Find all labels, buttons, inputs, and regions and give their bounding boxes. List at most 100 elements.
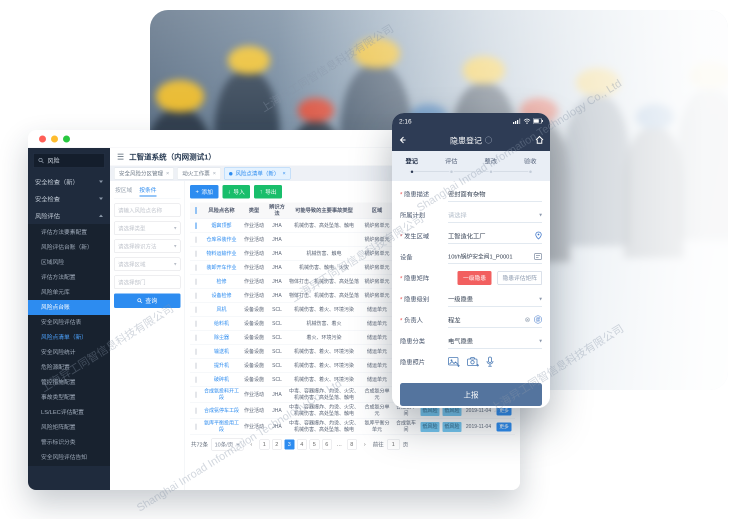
sidebar-item[interactable]: 评估方法配置 (41, 274, 76, 281)
risk-point-link[interactable]: 氨库平衡投用工段 (204, 420, 239, 433)
row-checkbox[interactable] (195, 348, 197, 355)
page-number-button[interactable]: 1 (259, 439, 270, 450)
more-button[interactable]: 更多 (496, 406, 512, 416)
import-button[interactable]: ↓ 导入 (222, 185, 251, 199)
method-select[interactable]: 请选择辨识方法 (114, 239, 181, 253)
filter-tab[interactable]: 按区域 (115, 187, 133, 194)
row-checkbox[interactable] (195, 423, 197, 430)
row-checkbox[interactable] (195, 250, 197, 257)
add-button[interactable]: + 添加 (190, 185, 219, 199)
query-button[interactable]: 查询 (114, 293, 181, 308)
risk-name-input[interactable]: 请输入风险点名称 (114, 203, 181, 217)
risk-point-link[interactable]: 输送机 (214, 348, 229, 355)
row-checkbox[interactable] (195, 334, 197, 341)
sidebar-item[interactable]: 危险源配置 (41, 364, 70, 371)
row-checkbox[interactable] (195, 306, 197, 313)
step-label[interactable]: 登记 (405, 158, 418, 165)
filter-tab[interactable]: 按条件 (139, 186, 157, 197)
close-tab-icon[interactable] (166, 171, 169, 177)
page-number-button[interactable]: 8 (346, 439, 357, 450)
row-checkbox[interactable] (195, 362, 197, 369)
page-number-button[interactable]: 6 (321, 439, 332, 450)
page-tab[interactable]: 风险点清单（新） (223, 167, 291, 180)
sidebar-item[interactable]: 安全风险评估表 (41, 319, 82, 326)
goto-page-input[interactable]: 1 (386, 439, 400, 450)
page-number-button[interactable]: … (334, 439, 345, 450)
plan-select[interactable]: 请选择 ▾ (448, 206, 542, 223)
risk-point-link[interactable]: 设备检修 (211, 292, 232, 299)
sidebar-item[interactable]: 风险点台账 (28, 300, 110, 315)
close-tab-icon[interactable] (213, 171, 216, 177)
row-checkbox[interactable] (195, 236, 197, 243)
location-pin-icon[interactable] (535, 231, 542, 240)
maximize-window-icon[interactable] (63, 135, 70, 143)
risk-point-link[interactable]: 烟囱顶部 (211, 222, 232, 229)
prev-page-button[interactable]: ‹ (246, 439, 257, 450)
close-tab-icon[interactable] (282, 171, 285, 177)
row-checkbox[interactable] (195, 391, 197, 398)
export-button[interactable]: ↑ 导出 (254, 185, 283, 199)
category-select[interactable]: 电气隐患 ▾ (448, 332, 542, 349)
row-checkbox[interactable] (195, 407, 197, 414)
device-list-icon[interactable] (534, 253, 542, 260)
sidebar-item[interactable]: 管控措施配置 (41, 379, 76, 386)
sidebar-search-input[interactable]: 风险 (33, 153, 105, 168)
risk-point-link[interactable]: 合成氨停车工段 (204, 407, 239, 414)
sidebar-item[interactable]: 事故类型配置 (41, 394, 76, 401)
device-picker[interactable]: 10t/h锅炉安全阀1_P0001 (448, 249, 542, 264)
risk-point-link[interactable]: 装卸开车作业 (206, 264, 237, 271)
page-number-button[interactable]: 3 (284, 439, 295, 450)
sidebar-item[interactable]: 风险评估台账（新） (41, 244, 93, 251)
owner-input[interactable]: 程龙 ⊗ @ (448, 311, 542, 328)
clear-icon[interactable]: ⊗ (524, 315, 531, 324)
page-number-button[interactable]: 5 (309, 439, 320, 450)
hazard-description-input[interactable]: 密封面有杂物 (448, 185, 542, 202)
row-checkbox[interactable] (195, 292, 197, 299)
microphone-icon[interactable] (486, 356, 494, 368)
risk-point-link[interactable]: 破碎机 (214, 376, 229, 383)
sidebar-item[interactable]: 警示标识分类 (41, 439, 76, 446)
sidebar-item[interactable]: LS/LEC评估配置 (41, 409, 84, 416)
row-checkbox[interactable] (195, 278, 197, 285)
risk-level-one-button[interactable]: 一级隐患 (457, 270, 492, 285)
dept-input[interactable]: 请选择部门 (114, 275, 181, 289)
minimize-window-icon[interactable] (51, 135, 58, 143)
sidebar-item[interactable]: 风险单元库 (41, 289, 70, 296)
sidebar-item[interactable]: 风险点清单（新） (41, 334, 87, 341)
risk-point-link[interactable]: 提升机 (214, 362, 229, 369)
sidebar-item[interactable]: 安全风险统计 (41, 349, 76, 356)
page-number-button[interactable]: 4 (296, 439, 307, 450)
risk-point-link[interactable]: 风机 (216, 306, 227, 313)
sidebar-group-1[interactable]: 安全检查 (28, 190, 110, 207)
sidebar-item[interactable]: 评估方法要素配置 (41, 229, 87, 236)
select-all-checkbox[interactable] (195, 206, 197, 214)
row-checkbox[interactable] (195, 376, 197, 383)
area-picker[interactable]: 工智造化工厂 (448, 227, 542, 244)
sidebar-group-0[interactable]: 安全检查（新） (28, 173, 110, 190)
add-image-icon[interactable] (448, 356, 460, 367)
submit-button[interactable]: 上报 (400, 383, 542, 406)
page-tab[interactable]: 动火工作票 (177, 167, 221, 180)
risk-point-link[interactable]: 仓库吊装作业 (206, 236, 237, 243)
per-page-select[interactable]: 10条/页 (211, 438, 244, 451)
sidebar-item[interactable]: 风险矩阵配置 (41, 424, 76, 431)
type-select[interactable]: 请选择类型 (114, 221, 181, 235)
help-badge-icon[interactable] (485, 136, 492, 144)
matrix-evaluate-button[interactable]: 隐患评估矩阵 (497, 270, 542, 285)
home-icon[interactable] (535, 135, 544, 145)
back-arrow-icon[interactable] (398, 136, 407, 145)
step-label[interactable]: 整改 (484, 158, 497, 165)
row-checkbox[interactable] (195, 264, 197, 271)
hamburger-menu-icon[interactable]: ☰ (117, 152, 125, 162)
next-page-button[interactable]: › (359, 439, 370, 450)
level-select[interactable]: 一级隐患 ▾ (448, 290, 542, 307)
sidebar-item[interactable]: 区域风险 (41, 259, 64, 266)
risk-point-link[interactable]: 物料运输作业 (206, 250, 237, 257)
step-label[interactable]: 验收 (523, 158, 537, 165)
row-checkbox[interactable] (195, 222, 197, 229)
more-button[interactable]: 更多 (496, 422, 512, 432)
area-select[interactable]: 请选择区域 (114, 257, 181, 271)
sidebar-item[interactable]: 安全风险评估告知 (41, 454, 87, 461)
close-window-icon[interactable] (39, 135, 46, 143)
page-number-button[interactable]: 2 (271, 439, 282, 450)
